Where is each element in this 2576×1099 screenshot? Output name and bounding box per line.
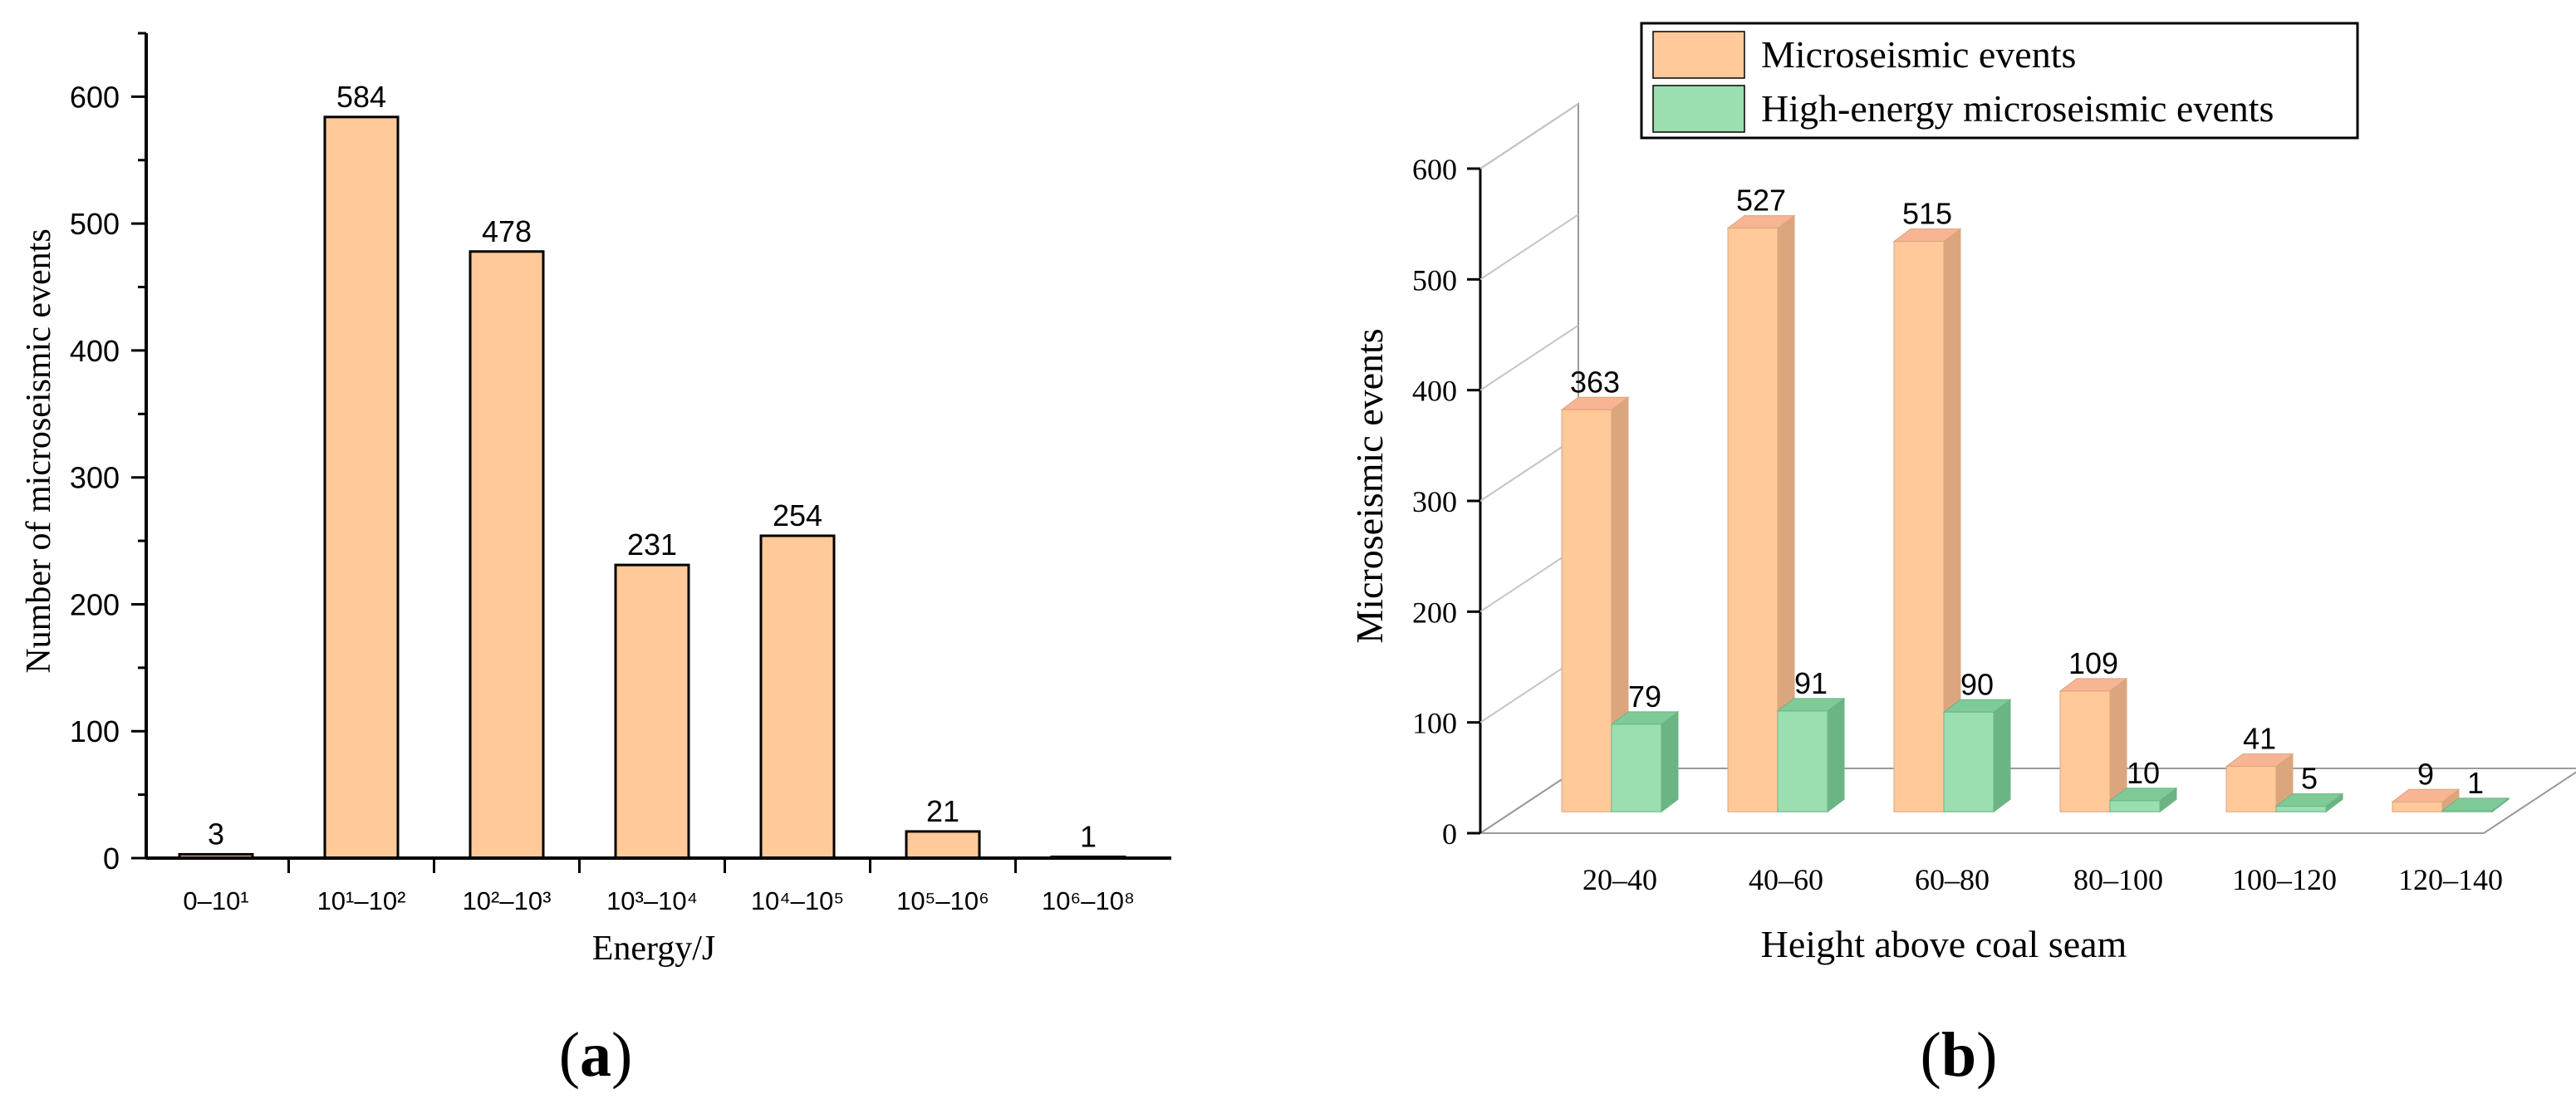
- legend-swatch-high-energy: [1652, 85, 1745, 133]
- panel-a-x-tick-label: 10¹–10²: [317, 886, 406, 915]
- panel-a-x-axis-title: Energy/J: [592, 930, 716, 968]
- panel-b-x-tick-label: 100–120: [2232, 863, 2337, 896]
- panel-a-bar: [905, 830, 981, 860]
- panel-b-bar-high-energy-front: [1611, 724, 1662, 812]
- legend-frame: [1640, 22, 2359, 140]
- panel-b-bar-microseismic: [1726, 214, 1796, 813]
- panel-b-x-tick-label: 60–80: [1915, 863, 1990, 896]
- panel-a-y-tick-label: 100: [70, 714, 120, 748]
- panel-b-bar-high-energy-front: [1777, 710, 1828, 812]
- panel-a-bar: [759, 534, 836, 860]
- panel-b-data-label-microseismic: 363: [1570, 365, 1620, 399]
- panel-b-bar-microseismic-front: [2059, 690, 2111, 812]
- panel-a-y-tick-label: 0: [103, 841, 120, 876]
- panel-a-bar: [614, 563, 690, 860]
- panel-b-data-label-high-energy: 91: [1794, 666, 1828, 700]
- panel-a-y-tick-label: 400: [70, 334, 120, 368]
- panel-b-data-label-high-energy: 79: [1628, 680, 1661, 714]
- panel-b-data-label-microseismic: 515: [1902, 197, 1952, 231]
- panel-b-bar-microseismic-front: [2392, 801, 2443, 812]
- panel-b-gridline: [1479, 324, 1579, 391]
- legend-label-high-energy: High-energy microseismic events: [1761, 87, 2274, 130]
- panel-b-x-tick-label: 40–60: [1749, 863, 1823, 896]
- panel-b-data-label-microseismic: 109: [2068, 646, 2118, 680]
- panel-b-y-tick-label: 300: [1412, 485, 1457, 518]
- panel-a-x-tick-label: 10⁴–10⁵: [751, 886, 844, 915]
- panel-b-y-tick-label: 200: [1412, 596, 1457, 629]
- panel-b-data-label-high-energy: 10: [2127, 756, 2160, 790]
- panel-b-y-axis-title: Microseismic events: [1348, 328, 1391, 643]
- panel-b-data-label-microseismic: 9: [2417, 757, 2434, 791]
- panel-b-x-tick-label: 20–40: [1582, 863, 1657, 896]
- panel-a-data-label: 584: [336, 80, 386, 114]
- panel-b-data-label-microseismic: 527: [1736, 184, 1786, 218]
- panel-a-data-label: 1: [1080, 819, 1097, 853]
- panel-b-caption: (b): [1921, 1020, 1998, 1090]
- panel-b-bar-microseismic-front: [1727, 228, 1779, 812]
- panel-a-y-tick-label: 500: [70, 207, 120, 241]
- panel-a-caption: (a): [559, 1020, 633, 1090]
- panel-b-bar-high-energy: [1776, 697, 1846, 813]
- panel-b-bar-microseismic: [1560, 396, 1630, 813]
- panel-a-bar: [323, 115, 400, 860]
- panel-a-x-tick-label: 10²–10³: [463, 886, 552, 915]
- panel-b-data-label-high-energy: 1: [2467, 766, 2484, 800]
- panel-a-x-tick-label: 10⁶–10⁸: [1042, 886, 1135, 915]
- panel-b-bar-high-energy: [1942, 699, 2012, 813]
- panel-a-x-tick-label: 10⁵–10⁶: [896, 886, 989, 915]
- panel-b-bar-microseismic: [2391, 788, 2461, 813]
- panel-b-x-tick-label: 120–140: [2398, 863, 2503, 896]
- panel-a-y-tick-label: 200: [70, 587, 120, 621]
- panel-b-bar-high-energy-front: [2109, 800, 2161, 812]
- panel-a-y-tick-label: 300: [70, 461, 120, 495]
- panel-b-y-tick-label: 600: [1412, 153, 1457, 186]
- panel-a-data-label: 231: [627, 527, 677, 562]
- panel-b-x-tick-label: 80–100: [2073, 863, 2163, 896]
- panel-b-gridline: [1479, 103, 1579, 169]
- panel-a-data-label: 3: [208, 817, 224, 851]
- panel-b-bar-high-energy-side: [1993, 699, 2011, 813]
- panel-b-gridline: [1479, 213, 1579, 281]
- panel-b-data-label-microseismic: 41: [2243, 722, 2276, 756]
- panel-b-bar-microseismic: [2058, 677, 2128, 813]
- panel-b-bar-high-energy-side: [1661, 710, 1679, 813]
- panel-a-x-tick-label: 10³–10⁴: [606, 886, 698, 915]
- panel-a-data-label: 478: [482, 214, 532, 248]
- legend-swatch-microseismic: [1652, 31, 1745, 79]
- panel-b-bar-microseismic-front: [1893, 241, 1945, 812]
- panel-b-data-label-high-energy: 90: [1960, 667, 1994, 701]
- panel-b-bar-microseismic-front: [2225, 766, 2277, 812]
- panel-b-bar-microseismic: [1892, 228, 1962, 813]
- panel-b-y-tick-label: 100: [1412, 707, 1457, 740]
- panel-a-data-label: 254: [773, 498, 822, 532]
- panel-a-bar: [469, 250, 545, 860]
- panel-b-bar-high-energy-front: [2275, 806, 2327, 812]
- panel-a-data-label: 21: [926, 794, 959, 828]
- panel-b-bar-high-energy: [2108, 787, 2178, 813]
- legend-label-microseismic: Microseismic events: [1761, 33, 2076, 76]
- panel-b-legend: Microseismic events High-energy microsei…: [1640, 22, 2359, 140]
- panel-b-data-label-high-energy: 5: [2301, 762, 2318, 796]
- panel-b-bar-high-energy-front: [2441, 810, 2493, 812]
- panel-b-chart: 363 79 527 91 515 90 109 10 41 5 9 1 0 100 200 300 400 5…: [1348, 22, 2576, 965]
- panel-a-y-axis-title: Number of microseismic events: [20, 228, 58, 673]
- panel-b-bar-high-energy-front: [1943, 711, 1995, 812]
- panel-b-bar-high-energy-side: [1827, 697, 1845, 813]
- panel-b-bar-high-energy: [2441, 797, 2510, 813]
- panel-a-x-tick-label: 0–10¹: [183, 886, 248, 915]
- panel-b-y-tick-label: 0: [1442, 817, 1457, 851]
- panel-a-y-tick-label: 600: [70, 80, 120, 114]
- panel-b-bar-high-energy: [2274, 792, 2344, 813]
- panel-b-bar-microseismic-front: [1561, 409, 1612, 812]
- panel-a-chart: 3 584 478 231 254 21 1 0 100 200 300 400 500 600 0–1…: [20, 32, 1171, 968]
- panel-b-bar-high-energy: [1610, 710, 1680, 813]
- panel-b-y-tick-label: 400: [1412, 375, 1457, 408]
- panel-b-x-axis-title: Height above coal seam: [1761, 923, 2127, 965]
- panel-b-y-tick-label: 500: [1412, 263, 1457, 297]
